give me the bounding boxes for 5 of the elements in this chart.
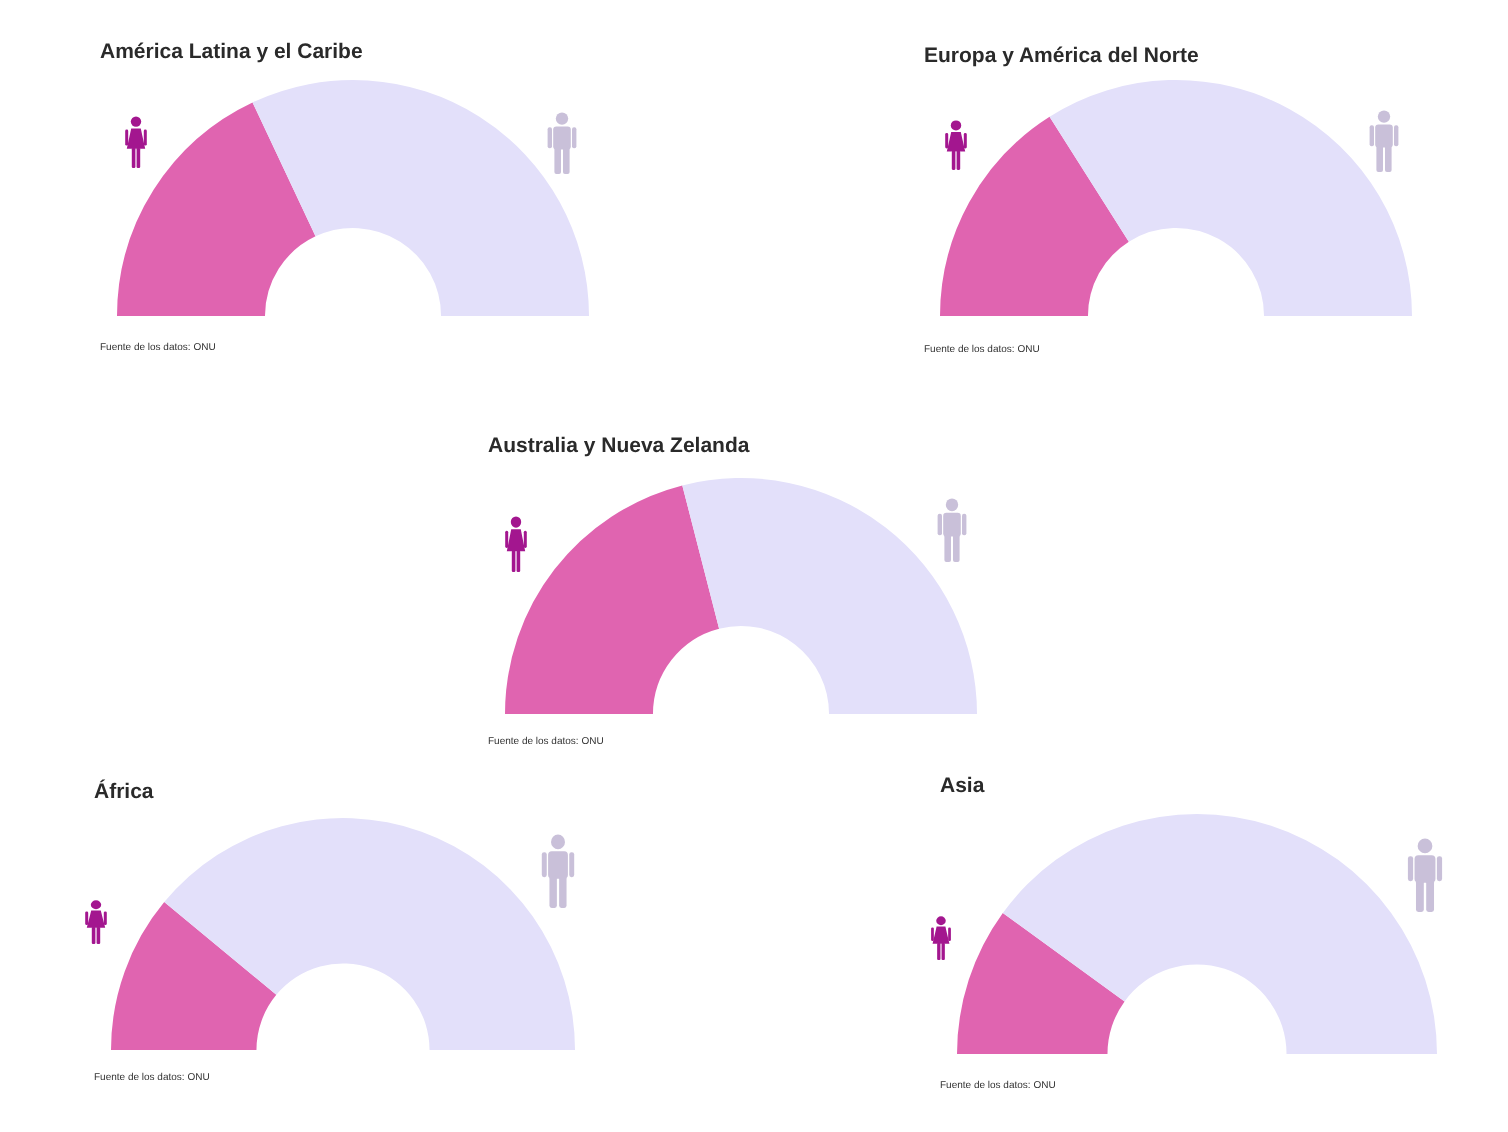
chart-title: Europa y América del Norte: [924, 44, 1199, 68]
chart-title: Australia y Nueva Zelanda: [488, 434, 750, 458]
chart-title: Asia: [940, 773, 985, 798]
chart-title: América Latina y el Caribe: [100, 40, 363, 64]
chart-title: África: [94, 780, 154, 804]
